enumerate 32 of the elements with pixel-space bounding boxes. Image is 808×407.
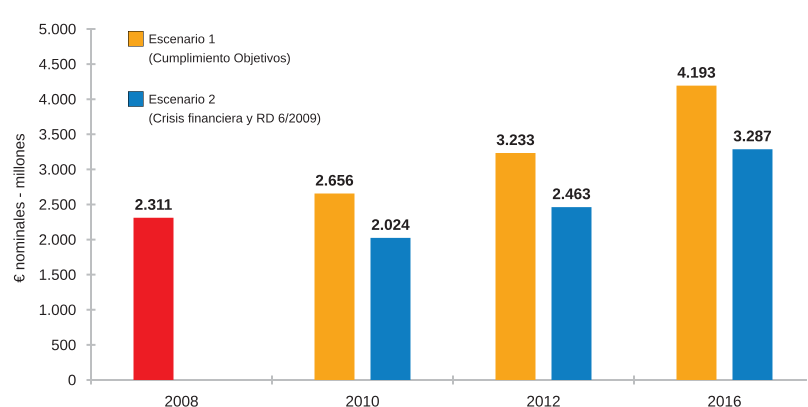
x-tick-label: 2008: [165, 396, 198, 407]
bar: [134, 218, 174, 380]
bar: [676, 86, 716, 380]
legend-label: Escenario 2 (Crisis financiera y RD 6/2009): [149, 94, 320, 126]
bar: [495, 153, 536, 380]
y-tick-label: 4.000: [39, 94, 76, 105]
y-axis-title: € nominales - millones: [14, 134, 25, 282]
x-tick-label: 2010: [346, 396, 379, 407]
y-tick-label: 0: [68, 374, 76, 386]
bar: [551, 207, 592, 380]
data-label: 3.233: [496, 134, 534, 146]
y-tick-label: 3.500: [39, 128, 76, 140]
x-tick-label: 2016: [708, 396, 741, 407]
data-label: 2.463: [552, 188, 590, 200]
y-tick-label: 2.000: [39, 234, 76, 245]
data-label: 4.193: [678, 66, 716, 78]
y-tick-label: 2.500: [39, 199, 76, 210]
x-tick-label: 2012: [527, 396, 560, 407]
y-tick-label: 5.000: [39, 24, 76, 34]
data-label: 2.311: [135, 199, 172, 210]
data-label: 2.024: [372, 219, 410, 230]
data-label: 3.287: [734, 130, 771, 142]
legend-label: Escenario 1 (Cumplimiento Objetivos): [149, 34, 290, 65]
y-tick-label: 1.500: [40, 269, 76, 280]
y-tick-label: 4.500: [39, 58, 76, 70]
data-label: 2.656: [316, 174, 354, 186]
y-tick-label: 500: [52, 340, 76, 350]
y-tick-label: 3.000: [39, 164, 76, 175]
bar: [370, 238, 410, 380]
y-tick-label: 1.000: [40, 304, 76, 316]
bar: [732, 149, 772, 380]
bar: [314, 194, 354, 380]
